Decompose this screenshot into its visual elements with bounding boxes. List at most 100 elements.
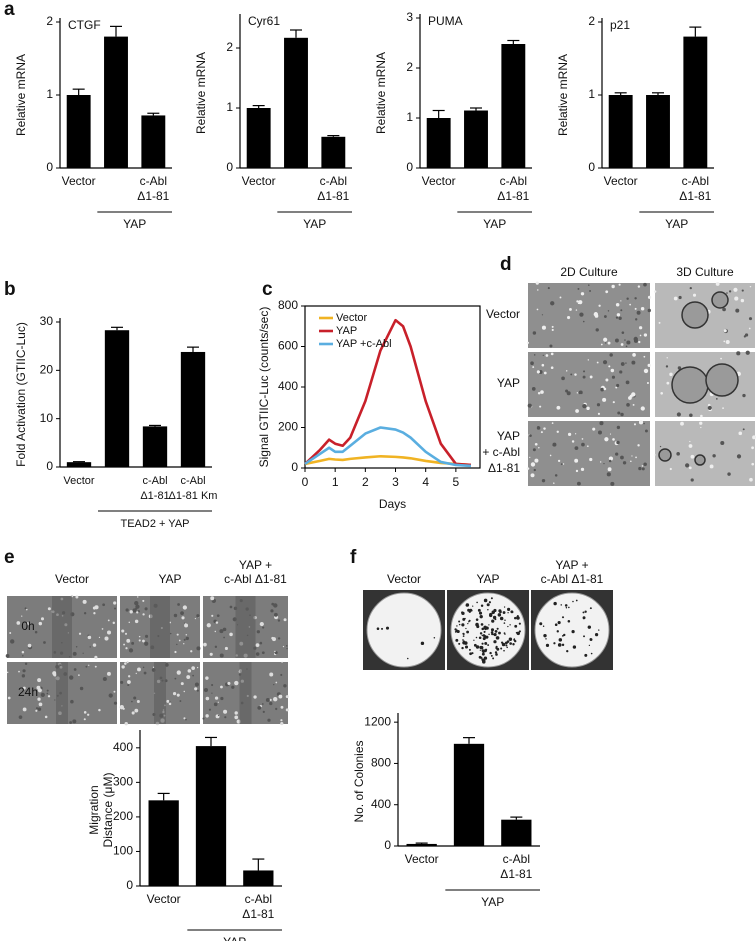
x-tick-label: c-Abl [503, 852, 530, 866]
colony [513, 638, 516, 640]
speckle [285, 708, 289, 712]
colony [479, 649, 481, 651]
speckle [582, 320, 585, 323]
speckle [550, 301, 555, 306]
row-label: 0h [21, 619, 34, 633]
speckle [269, 701, 273, 706]
y-axis-label: Distance (μM) [101, 773, 115, 848]
speckle [640, 307, 645, 311]
speckle [689, 287, 692, 290]
speckle [224, 716, 227, 719]
speckle [122, 707, 125, 710]
colony [478, 636, 482, 640]
speckle [208, 708, 212, 711]
y-tick-label: 1 [226, 100, 233, 114]
speckle [607, 310, 610, 312]
speckle [256, 630, 260, 634]
colony [485, 635, 489, 639]
colony [489, 651, 492, 655]
speckle [22, 669, 26, 673]
speckle [269, 672, 274, 677]
speckle [527, 403, 532, 408]
speckle [526, 341, 530, 344]
speckle [38, 621, 43, 626]
colony [454, 628, 457, 631]
y-tick-label: 100 [113, 844, 133, 858]
speckle [720, 357, 722, 360]
speckle [526, 467, 530, 470]
speckle [577, 302, 580, 305]
group-label: YAP [665, 217, 688, 231]
x-tick-label: 3 [392, 475, 399, 489]
speckle [620, 362, 625, 366]
speckle [634, 307, 637, 310]
speckle [676, 452, 680, 456]
colony [480, 623, 484, 626]
colony [462, 635, 465, 638]
speckle [98, 636, 101, 639]
chart-title: PUMA [428, 14, 463, 28]
speckle [541, 314, 544, 316]
speckle [727, 472, 731, 476]
speckle [174, 677, 177, 680]
speckle [133, 696, 137, 700]
bar [142, 426, 168, 467]
y-tick-label: 0 [126, 878, 133, 892]
colony [498, 609, 502, 613]
colony [476, 601, 478, 604]
colony [480, 604, 484, 608]
speckle [588, 284, 590, 286]
bar [284, 37, 308, 168]
speckle [600, 387, 604, 392]
speckle [578, 390, 583, 395]
bar [66, 462, 92, 467]
bar [646, 95, 670, 168]
colony [491, 610, 495, 615]
colony [454, 631, 457, 633]
chart-title: CTGF [68, 18, 101, 32]
speckle [183, 717, 186, 720]
speckle [580, 292, 585, 296]
speckle [733, 287, 738, 292]
speckle [643, 422, 645, 425]
speckle [16, 621, 21, 625]
speckle [272, 610, 274, 612]
group-label: YAP [483, 217, 506, 231]
wound-gap [56, 662, 68, 724]
speckle [603, 387, 607, 391]
speckle [269, 698, 272, 702]
speckle [615, 316, 619, 319]
speckle [676, 412, 681, 417]
speckle [620, 300, 622, 302]
colony [464, 645, 469, 649]
speckle [597, 412, 601, 415]
y-tick-label: 1 [46, 87, 53, 101]
bar [321, 136, 346, 168]
colony [462, 632, 465, 635]
panel-letter: a [4, 0, 15, 20]
speckle [120, 680, 124, 684]
speckle [742, 428, 745, 431]
speckle [75, 595, 79, 599]
speckle [602, 360, 608, 365]
speckle [277, 637, 281, 640]
colony [381, 627, 384, 630]
speckle [611, 284, 615, 289]
speckle [741, 289, 744, 292]
speckle [234, 680, 239, 686]
bar [180, 351, 206, 467]
speckle [666, 381, 670, 385]
bar [243, 870, 274, 886]
colony [553, 601, 557, 606]
speckle [25, 608, 28, 611]
x-tick-label: Δ1-81 [242, 907, 274, 921]
speckle [273, 612, 278, 617]
speckle [540, 390, 544, 394]
speckle [34, 630, 38, 634]
speckle [543, 371, 547, 375]
speckle [22, 686, 26, 690]
speckle [93, 612, 96, 615]
group-label: YAP [481, 895, 504, 909]
speckle [638, 340, 641, 344]
